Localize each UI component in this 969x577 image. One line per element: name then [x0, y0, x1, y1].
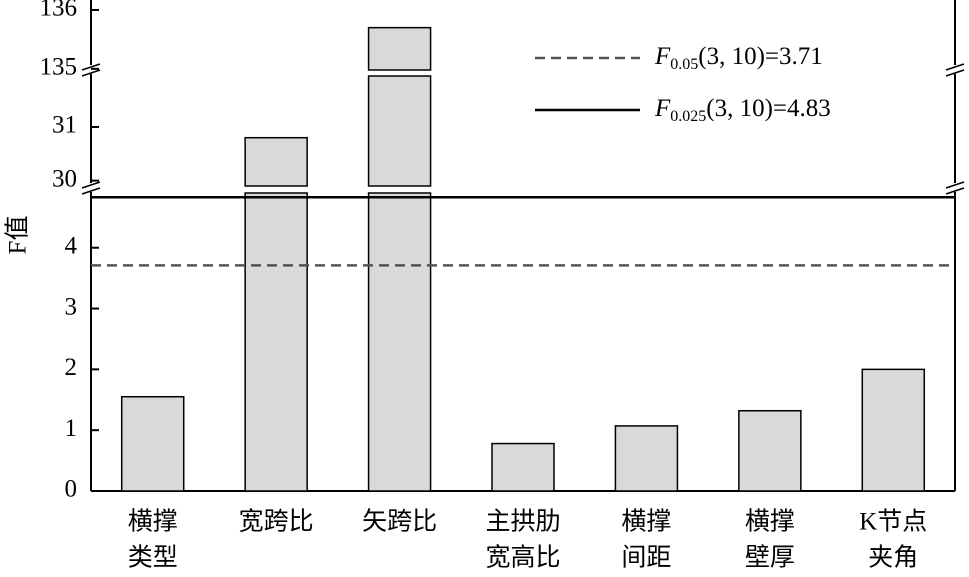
x-tick-label: 矢跨比 — [362, 508, 437, 536]
x-tick-label: 宽高比 — [485, 544, 560, 572]
legend-label-part: F — [654, 43, 671, 70]
y-axis-label: F值 — [4, 216, 32, 255]
x-tick-label: 横撑 — [128, 508, 178, 536]
legend-label: F0.05(3, 10)=3.71 — [654, 43, 823, 73]
bar — [367, 75, 432, 187]
legend-label: F0.025(3, 10)=4.83 — [654, 95, 831, 125]
legend-label-part: (3, 10)=4.83 — [706, 95, 831, 122]
bar — [367, 26, 432, 71]
legend-label-part: (3, 10)=3.71 — [698, 43, 823, 70]
y-tick-label: 4 — [65, 232, 78, 259]
bar — [861, 368, 926, 492]
x-tick-label: 主拱肋 — [485, 508, 560, 536]
bar — [367, 192, 432, 492]
bar — [120, 395, 185, 492]
axis-frame — [81, 0, 965, 492]
x-tick-label: 间距 — [621, 544, 671, 572]
y-tick-label: 1 — [65, 415, 78, 442]
bar — [614, 425, 679, 492]
y-tick-label: 30 — [52, 165, 77, 192]
y-tick-label: 3 — [65, 293, 78, 320]
y-tick-label: 0 — [65, 476, 78, 503]
x-tick-label: 壁厚 — [745, 544, 795, 572]
y-tick-label: 31 — [52, 112, 77, 139]
x-tick-label: 夹角 — [868, 544, 918, 572]
legend-label-part: 0.05 — [670, 56, 698, 73]
x-tick-label: 类型 — [128, 544, 178, 572]
x-tick-label: 横撑 — [621, 508, 671, 536]
x-tick-label: 宽跨比 — [239, 508, 314, 536]
x-tick-label: 横撑 — [745, 508, 795, 536]
legend-label-part: F — [654, 95, 671, 122]
y-tick-label: 2 — [65, 354, 78, 381]
bar — [244, 192, 308, 492]
legend-label-part: 0.025 — [670, 108, 706, 125]
x-tick-label: K节点 — [859, 508, 927, 536]
bar — [738, 409, 802, 492]
y-tick-label: 135 — [40, 54, 78, 81]
y-tick-label: 136 — [40, 0, 78, 22]
bar — [244, 136, 308, 187]
bar — [491, 442, 555, 492]
